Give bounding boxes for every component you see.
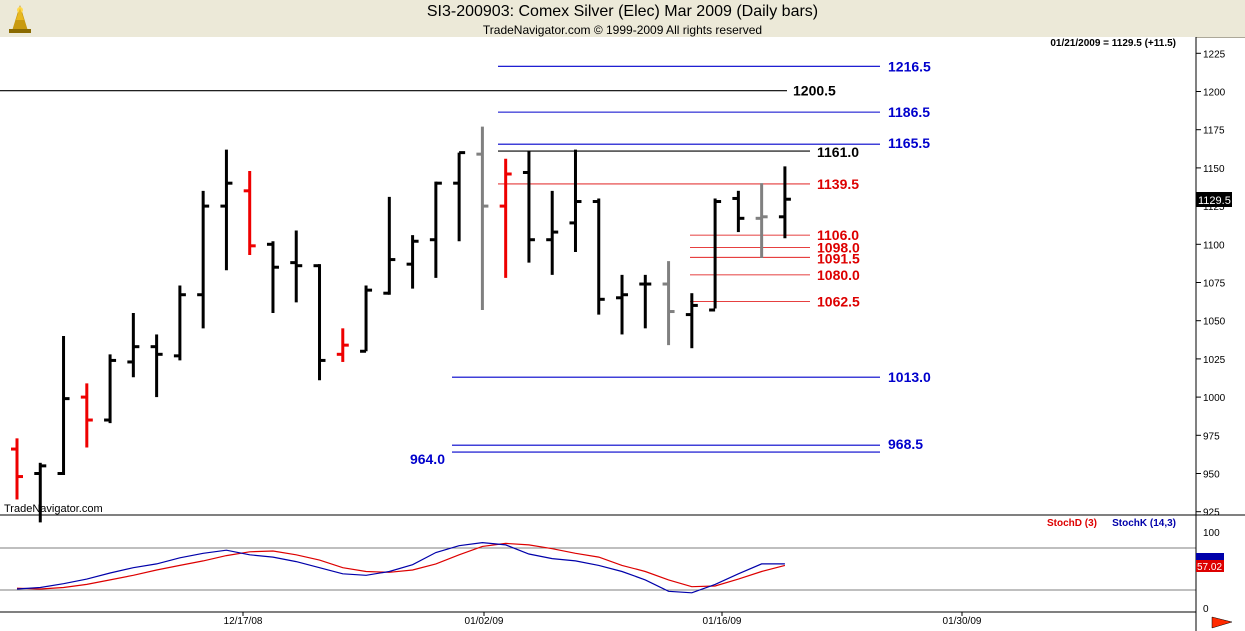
- level-label: 1161.0: [817, 144, 859, 160]
- last-price-info: 01/21/2009 = 1129.5 (+11.5): [1050, 38, 1176, 49]
- chart-title: SI3-200903: Comex Silver (Elec) Mar 2009…: [426, 3, 819, 20]
- trade-navigator-logo-icon: [9, 5, 31, 33]
- bars-layer: [11, 126, 791, 523]
- stoch-tick-label: 0: [1203, 604, 1209, 615]
- scroll-right-arrow-icon[interactable]: [1211, 616, 1233, 629]
- last-price-tag-label: 1129.5: [1198, 195, 1231, 207]
- stoch-k-tag: [1196, 553, 1224, 560]
- stoch-k-legend: StochK (14,3): [1112, 518, 1176, 529]
- x-tick-label: 12/17/08: [224, 616, 263, 627]
- chart-area: 1216.5 1200.5 1186.5 1165.5 1161.0 1139.5 1106…: [0, 37, 1245, 631]
- y-tick-label: 1150: [1203, 164, 1225, 175]
- y-tick-label: 1200: [1203, 88, 1226, 99]
- y-tick-label: 1100: [1203, 240, 1225, 251]
- y-tick-label: 950: [1203, 470, 1220, 481]
- level-label: 1091.5: [817, 250, 860, 266]
- last-price-tag: [1196, 192, 1232, 207]
- y-tick-label: 1125: [1203, 202, 1225, 213]
- level-label: 1139.5: [817, 176, 859, 192]
- y-tick-label: 1000: [1203, 393, 1226, 404]
- stoch-k-line: [16, 541, 785, 594]
- levels-layer: 1216.5 1200.5 1186.5 1165.5 1161.0 1139.5 1106…: [0, 58, 931, 467]
- level-label: 1216.5: [888, 58, 931, 74]
- stoch-value-label: 57.02: [1197, 562, 1222, 573]
- level-label: 968.5: [888, 436, 923, 452]
- level-label: 964.0: [410, 451, 445, 467]
- stochastic-panel: 0 100: [16, 528, 1220, 615]
- level-label: 1186.5: [888, 104, 930, 120]
- y-tick-label: 975: [1203, 431, 1220, 442]
- stoch-d-tag: [1196, 560, 1224, 572]
- stoch-d-line: [16, 542, 786, 590]
- x-tick-label: 01/02/09: [465, 616, 504, 627]
- watermark-label: TradeNavigator.com: [4, 503, 103, 515]
- title-bar: SI3-200903: Comex Silver (Elec) Mar 2009…: [0, 0, 1245, 38]
- level-label: 1200.5: [793, 83, 836, 99]
- level-label: 1165.5: [888, 135, 930, 151]
- level-label: 1080.0: [817, 267, 860, 283]
- price-axis: 925 950 975 1000 1025 1050 1075 1100 1125 1150 117…: [1196, 49, 1226, 519]
- y-tick-label: 925: [1203, 508, 1220, 519]
- level-label: 1098.0: [817, 239, 860, 255]
- y-tick-label: 1050: [1203, 317, 1226, 328]
- y-tick-label: 1175: [1203, 126, 1225, 137]
- stoch-d-legend: StochD (3): [1047, 518, 1097, 529]
- level-label: 1013.0: [888, 369, 931, 385]
- copyright-subtitle: TradeNavigator.com © 1999-2009 All right…: [482, 23, 763, 37]
- x-tick-label: 01/16/09: [703, 616, 742, 627]
- date-axis: 12/17/08 01/02/09 01/16/09 01/30/09: [224, 612, 982, 627]
- y-tick-label: 1225: [1203, 49, 1226, 60]
- y-tick-label: 1025: [1203, 355, 1226, 366]
- x-tick-label: 01/30/09: [943, 616, 982, 627]
- y-tick-label: 1075: [1203, 279, 1226, 290]
- stoch-tick-label: 100: [1203, 528, 1220, 539]
- level-label: 1062.5: [817, 294, 860, 310]
- level-label: 1106.0: [817, 227, 859, 243]
